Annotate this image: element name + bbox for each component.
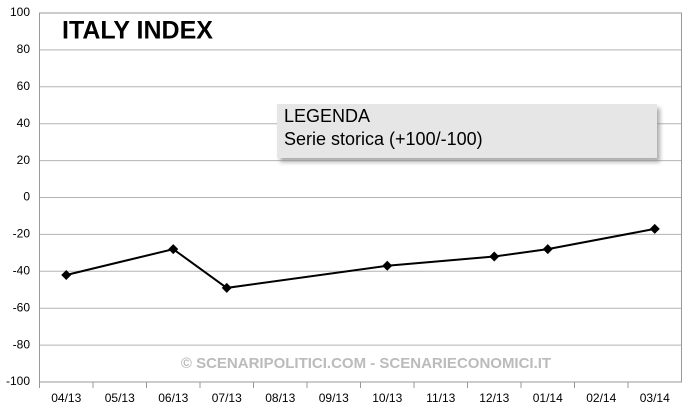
y-tick-label: 60 [17, 79, 31, 93]
marker [382, 260, 393, 271]
x-tick-label: 12/13 [479, 391, 509, 405]
x-tick-label: 02/14 [586, 391, 616, 405]
y-tick-label: -100 [6, 374, 30, 388]
x-tick-label: 08/13 [265, 391, 295, 405]
y-tick-label: -60 [13, 300, 31, 314]
legend-title: LEGENDA [284, 106, 370, 126]
marker [489, 251, 500, 262]
chart-title: ITALY INDEX [62, 17, 213, 45]
series-line [66, 227, 655, 289]
y-tick-label: -80 [13, 337, 31, 351]
marker [542, 244, 553, 255]
y-tick-label: 40 [17, 116, 31, 130]
y-tick-label: 20 [17, 153, 31, 167]
plot-frame [39, 12, 682, 383]
y-tick-label: 0 [23, 190, 30, 204]
y-tick-label: -40 [13, 263, 31, 277]
y-tick-label: 100 [10, 5, 30, 19]
watermark: © SCENARIPOLITICI.COM - SCENARIECONOMICI… [181, 355, 551, 372]
marker [649, 223, 660, 234]
x-tick-label: 01/14 [533, 391, 563, 405]
x-tick-label: 07/13 [212, 391, 242, 405]
plot [61, 223, 660, 293]
grid [39, 12, 682, 388]
x-tick-label: 09/13 [319, 391, 349, 405]
x-tick-label: 04/13 [51, 391, 81, 405]
marker [221, 282, 232, 293]
legend-entry: Serie storica (+100/-100) [284, 129, 483, 149]
legend-box [277, 104, 657, 158]
marker [168, 244, 179, 255]
y-tick-label: -20 [13, 227, 31, 241]
x-tick-label: 06/13 [158, 391, 188, 405]
x-tick-label: 10/13 [372, 391, 402, 405]
x-tick-label: 03/14 [640, 391, 670, 405]
x-tick-label: 11/13 [426, 391, 455, 405]
marker [61, 269, 72, 280]
y-tick-label: 80 [17, 42, 31, 56]
x-tick-label: 05/13 [105, 391, 135, 405]
